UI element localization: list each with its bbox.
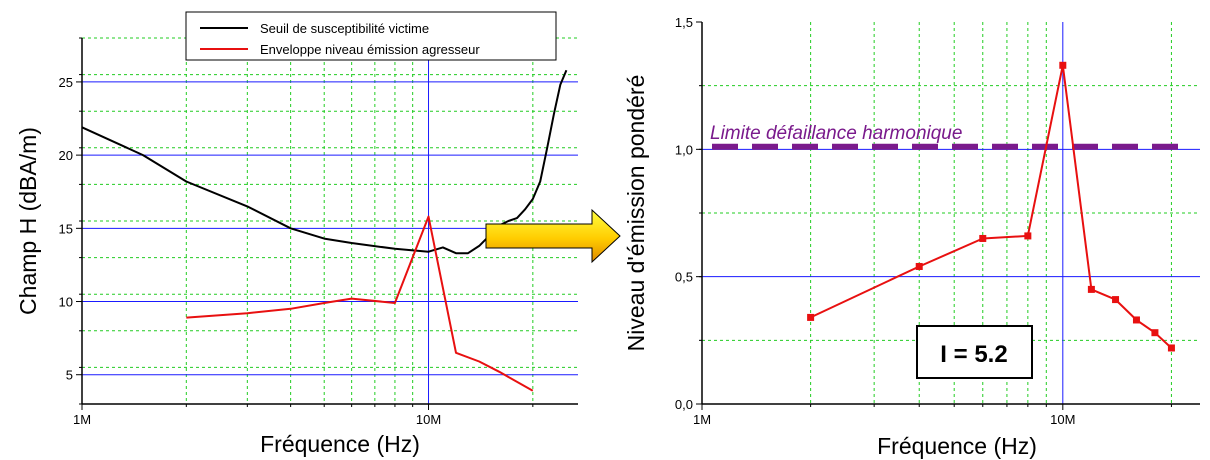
annotation-box (916, 325, 1033, 379)
data-point (1167, 344, 1175, 352)
overlay (485, 208, 621, 264)
y-tick-label: 0,0 (675, 397, 693, 412)
y-axis-title: Champ H (dBA/m) (15, 127, 41, 315)
y-tick-label: 1,5 (675, 15, 693, 30)
series-line-0 (81, 69, 568, 255)
data-point (1059, 61, 1067, 69)
data-point (807, 313, 815, 321)
data-point (1087, 285, 1095, 293)
limit-label: Limite défaillance harmonique (710, 123, 962, 144)
y-tick-label: 1,0 (675, 142, 693, 157)
y-tick-label: 5 (66, 368, 73, 383)
y-tick-label: 25 (59, 75, 73, 90)
data-point (1132, 316, 1140, 324)
y-tick-label: 15 (59, 221, 73, 236)
x-tick-label: 10M (416, 412, 441, 427)
y-tick-label: 10 (59, 295, 73, 310)
legend: Seuil de susceptibilité victime Enveloppe… (185, 11, 557, 61)
data-point (1024, 232, 1032, 240)
x-tick-label: 1M (73, 412, 91, 427)
legend-box (185, 11, 557, 61)
y-axis-title: Niveau d'émission pondéré (623, 75, 649, 352)
y-tick-label: 0,5 (675, 270, 693, 285)
legend-label-0: Seuil de susceptibilité victime (260, 21, 429, 36)
data-point (1112, 296, 1120, 304)
arrow-shape (485, 208, 621, 264)
y-tick-label: 20 (59, 148, 73, 163)
x-axis-title: Fréquence (Hz) (260, 431, 420, 457)
x-tick-label: 10M (1050, 412, 1075, 427)
right-chart: 0,0 0,5 1,0 1,5 1M 10M Fréquence (Hz) Niveau d'… (623, 15, 1200, 459)
series-line-1 (186, 215, 534, 392)
left-chart: 5 10 15 20 25 1M 10M Fréquence (Hz) Champ H (dBA… (15, 11, 578, 457)
data-point (1151, 329, 1159, 337)
x-tick-label: 1M (693, 412, 711, 427)
x-axis-title: Fréquence (Hz) (877, 433, 1037, 459)
annotation-label: I = 5.2 (940, 341, 1007, 368)
data-point (915, 262, 923, 270)
legend-label-1: Enveloppe niveau émission agresseur (260, 42, 480, 57)
series-line-0 (810, 64, 1173, 349)
data-point (979, 234, 987, 242)
